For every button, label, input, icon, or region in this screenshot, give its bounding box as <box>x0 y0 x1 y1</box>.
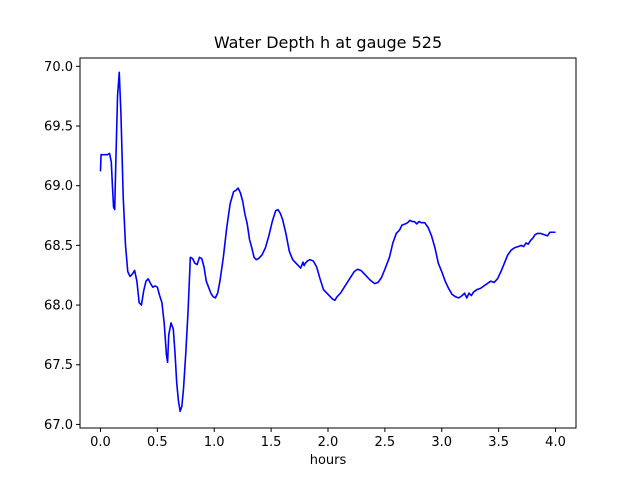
x-tick-label: 4.0 <box>545 435 566 450</box>
y-tick-label: 70.0 <box>44 60 73 75</box>
x-tick-label: 2.5 <box>375 435 396 450</box>
x-tick-label: 1.0 <box>204 435 225 450</box>
x-tick-label: 0.0 <box>90 435 111 450</box>
y-tick-label: 69.0 <box>44 179 73 194</box>
x-tick-label: 3.0 <box>431 435 452 450</box>
y-tick-label: 68.0 <box>44 299 73 314</box>
y-tick-label: 67.5 <box>44 358 73 373</box>
x-tick-label: 0.5 <box>147 435 168 450</box>
x-tick-label: 1.5 <box>261 435 282 450</box>
x-tick-label: 3.5 <box>488 435 509 450</box>
chart-title: Water Depth h at gauge 525 <box>213 33 443 52</box>
y-tick-label: 68.5 <box>44 239 73 254</box>
x-tick-label: 2.0 <box>318 435 339 450</box>
y-tick-label: 67.0 <box>44 418 73 433</box>
x-axis-label: hours <box>309 453 347 468</box>
plot-frame <box>79 57 577 429</box>
y-tick-label: 69.5 <box>44 120 73 135</box>
series-line-0 <box>99 71 556 413</box>
